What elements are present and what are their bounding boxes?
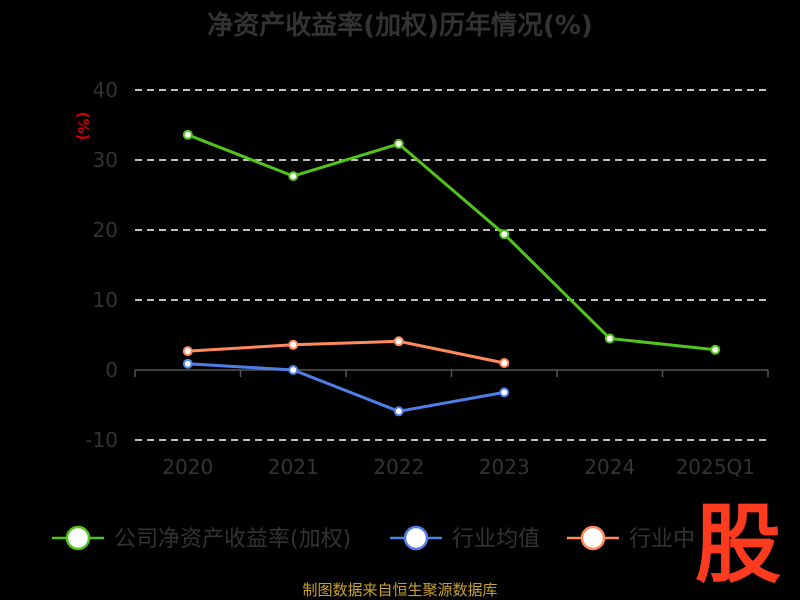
legend-marker: [65, 525, 91, 551]
y-tick-label: 20: [93, 218, 118, 242]
series-lines: [182, 129, 721, 417]
data-point: [604, 333, 615, 344]
x-tick-label: 2022: [373, 455, 424, 479]
data-point: [182, 129, 193, 140]
series-line-2: [187, 362, 505, 413]
data-point: [288, 171, 299, 182]
y-tick-label: 30: [93, 148, 118, 172]
x-tick-label: 2020: [162, 455, 213, 479]
data-point: [288, 365, 299, 375]
data-point: [182, 346, 193, 357]
legend-label: 公司净资产收益率(加权): [114, 527, 351, 552]
data-point: [499, 229, 510, 240]
legend-label: 行业均值: [452, 527, 540, 552]
y-tick-label: 10: [93, 288, 118, 312]
data-point: [710, 344, 721, 355]
data-point: [393, 406, 404, 417]
data-point: [288, 339, 299, 350]
data-point: [393, 336, 404, 347]
data-point: [499, 358, 510, 368]
series-line-1: [187, 133, 716, 352]
grid-lines: [135, 89, 768, 441]
series-line-3: [187, 339, 505, 365]
y-tick-label: -10: [85, 428, 118, 452]
y-tick-label: 0: [105, 358, 118, 382]
y-axis-unit: (%): [74, 112, 92, 141]
stock-stamp-logo: 股: [695, 495, 781, 595]
x-axis: 2020 2021 2022 2023 2024 2025Q1: [134, 369, 769, 479]
legend-label: 行业中: [629, 527, 695, 552]
chart-title: 净资产收益率(加权)历年情况(%): [207, 10, 593, 41]
data-point: [499, 387, 510, 398]
y-tick-label: 40: [93, 78, 118, 102]
data-point: [393, 138, 404, 149]
x-tick-label: 2025Q1: [676, 455, 755, 479]
x-tick-label: 2024: [584, 455, 635, 479]
legend-marker: [580, 525, 606, 551]
x-tick-label: 2023: [479, 455, 530, 479]
data-source-note: 制图数据来自恒生聚源数据库: [302, 581, 497, 599]
x-tick-label: 2021: [268, 455, 319, 479]
data-point: [182, 358, 193, 369]
y-tick-labels: 40 30 20 10 0 -10: [85, 78, 118, 452]
legend: 公司净资产收益率(加权) 行业均值 行业中: [52, 525, 695, 552]
legend-marker: [403, 525, 429, 551]
